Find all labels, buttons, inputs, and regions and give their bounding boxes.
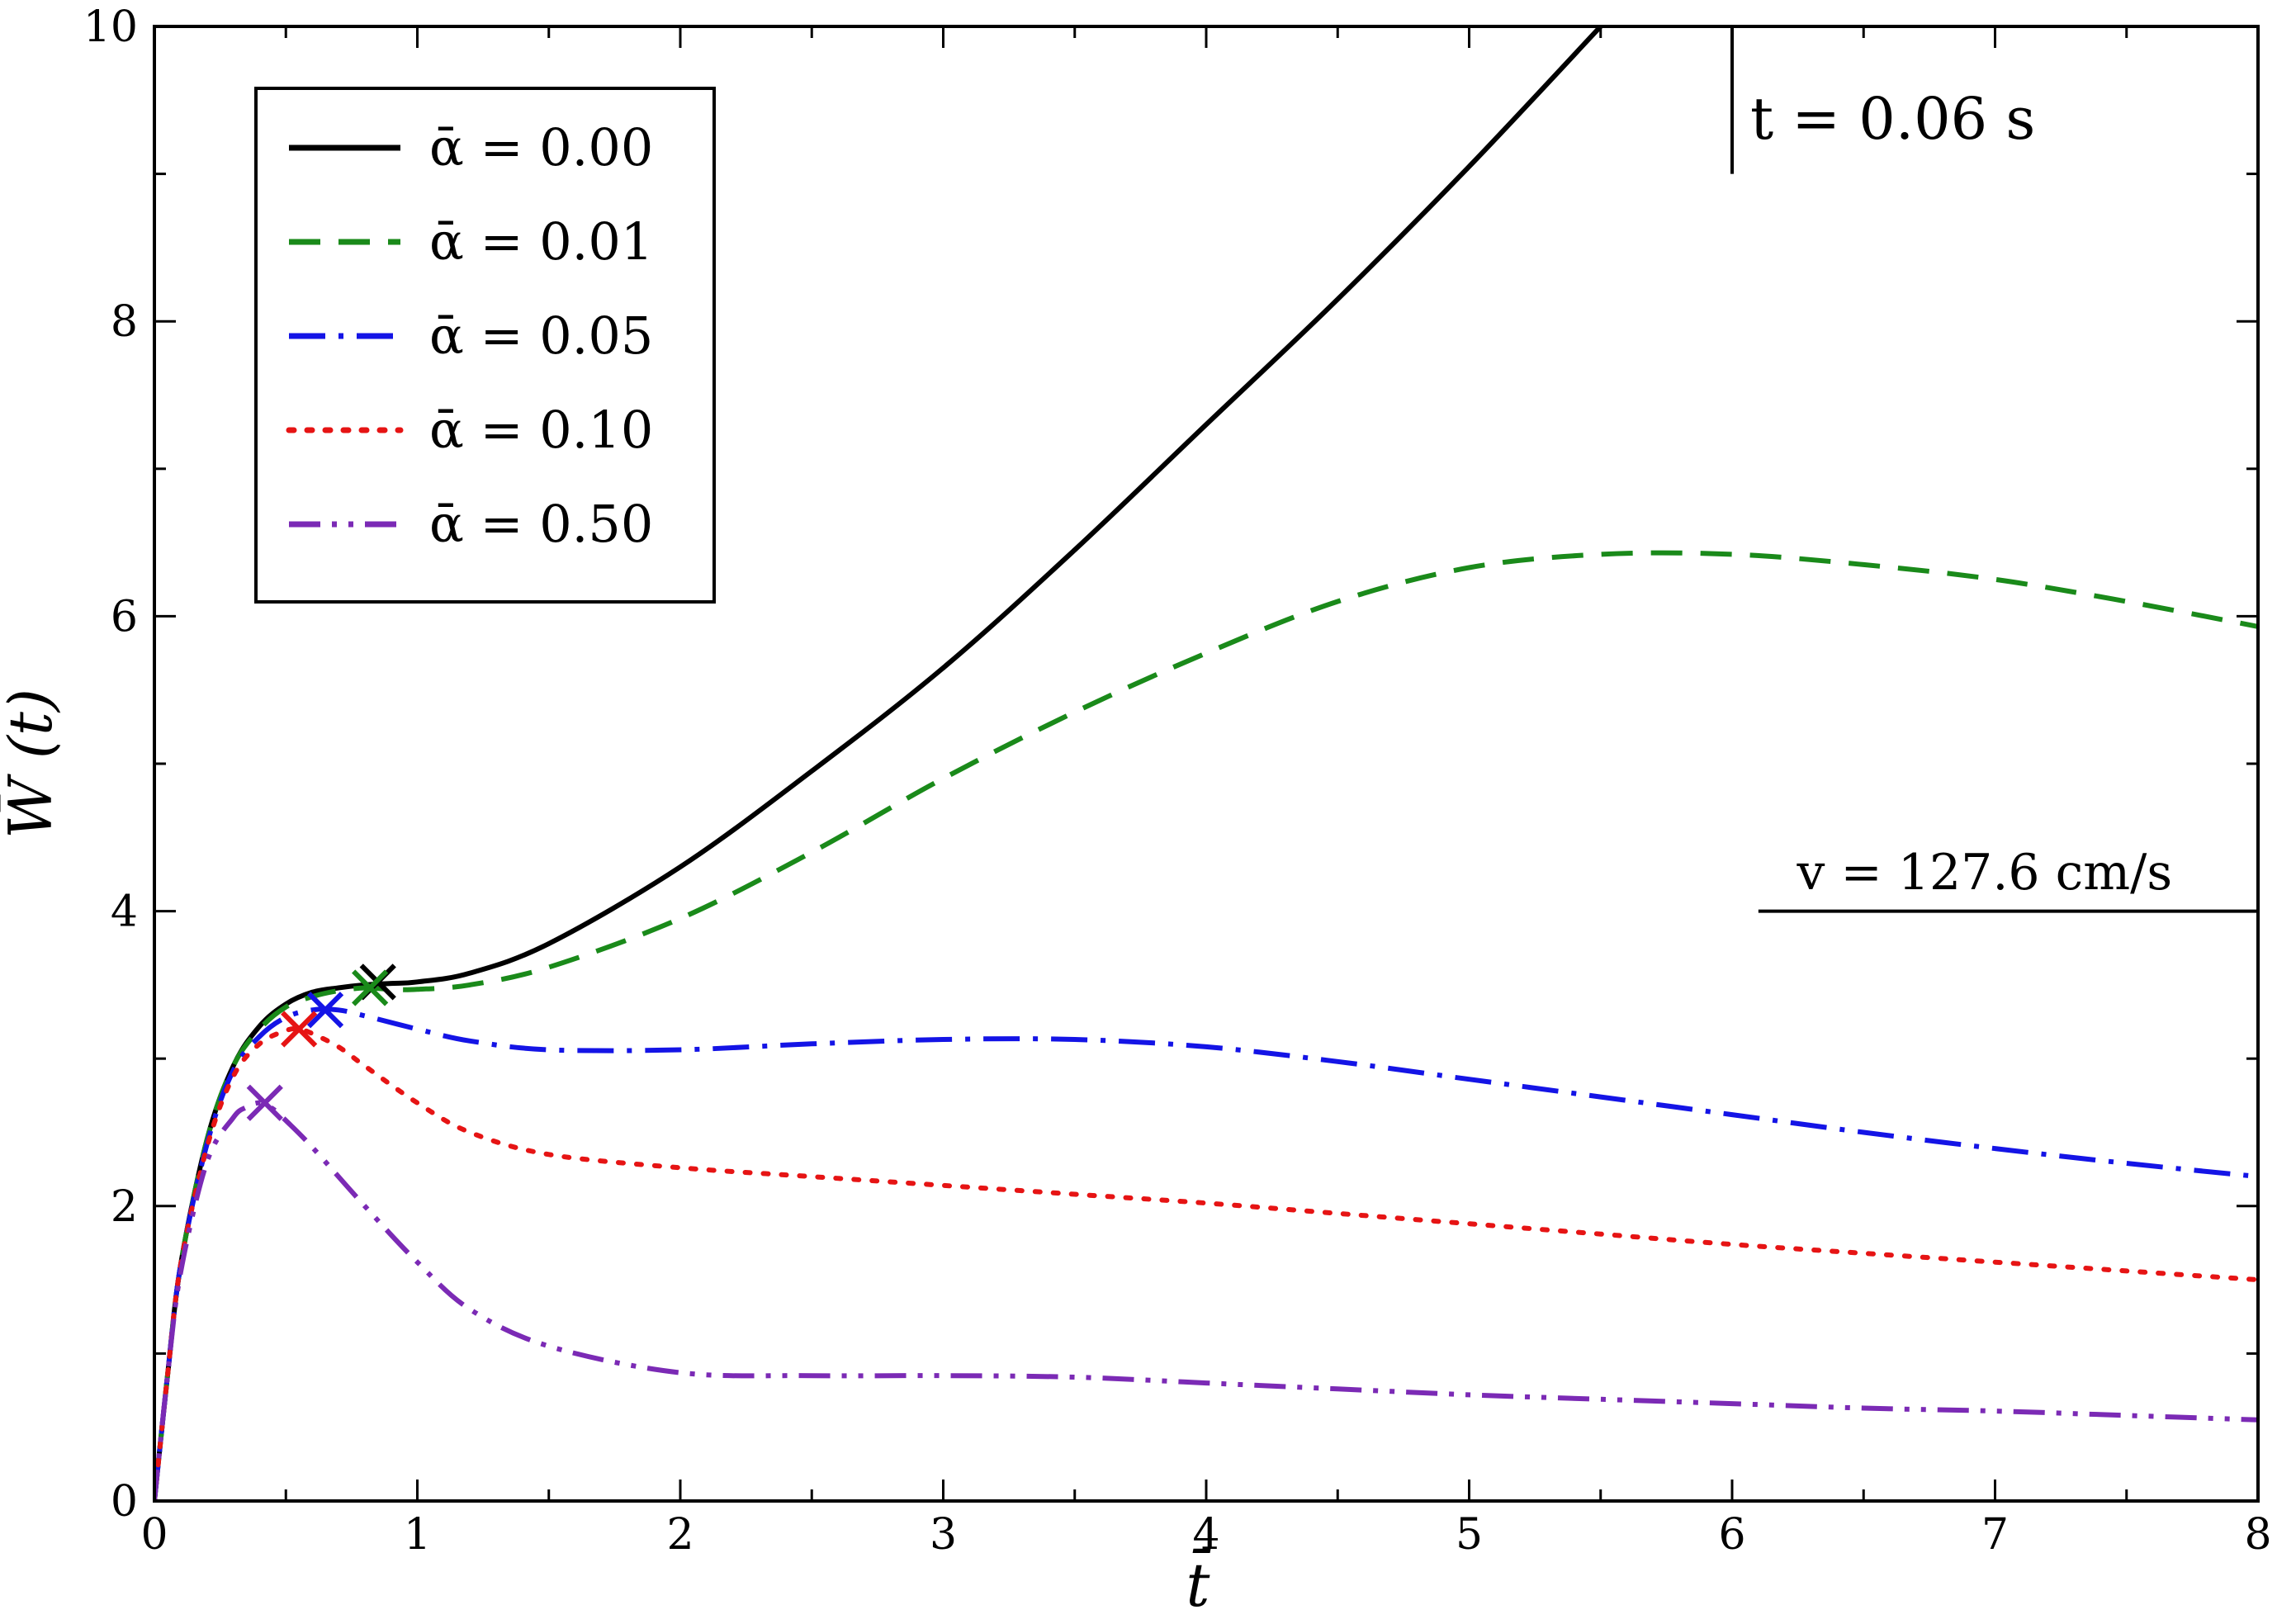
y-tick-label: 6 bbox=[111, 592, 138, 642]
x-tick-label: 8 bbox=[2244, 1510, 2271, 1560]
legend-box bbox=[254, 87, 716, 604]
y-tick-label: 0 bbox=[111, 1477, 138, 1527]
legend-label: ᾱ = 0.01 bbox=[429, 211, 653, 272]
y-axis-label: W̄ (t̄) bbox=[0, 689, 65, 839]
series-line-3 bbox=[154, 1026, 2258, 1501]
y-tick-label: 8 bbox=[111, 297, 138, 347]
x-tick-label: 1 bbox=[404, 1510, 431, 1560]
series-marker-1 bbox=[352, 969, 389, 1006]
annotation-0: t = 0.06 s bbox=[1750, 85, 2035, 153]
axis-tick-labels: 0 1 2 3 4 5 6 7 8 0 2 4 6 8 10 bbox=[83, 2, 2272, 1560]
x-tick-label: 6 bbox=[1718, 1510, 1745, 1560]
legend-label: ᾱ = 0.50 bbox=[429, 494, 653, 554]
x-axis-label: t̄ bbox=[1186, 1547, 1211, 1620]
annotation-1: v = 127.6 cm/s bbox=[1797, 844, 2173, 902]
series-marker-4 bbox=[246, 1084, 283, 1121]
series-layer bbox=[154, 26, 2258, 1501]
x-tick-label: 4 bbox=[1192, 1510, 1219, 1560]
legend-label: ᾱ = 0.00 bbox=[429, 117, 653, 178]
legend-label: ᾱ = 0.05 bbox=[429, 305, 653, 366]
series-line-1 bbox=[154, 550, 2258, 1501]
y-tick-label: 4 bbox=[111, 888, 138, 937]
legend-item: ᾱ = 0.10 bbox=[286, 400, 653, 460]
reference-lines bbox=[1730, 26, 2258, 913]
axis-ticks bbox=[153, 25, 2260, 1503]
legend-item: ᾱ = 0.01 bbox=[289, 211, 653, 272]
legend-label: ᾱ = 0.10 bbox=[429, 400, 653, 460]
annotations: t = 0.06 s v = 127.6 cm/s bbox=[1750, 85, 2172, 902]
legend-item: ᾱ = 0.05 bbox=[289, 305, 653, 366]
x-tick-label: 0 bbox=[140, 1510, 168, 1560]
series-line-4 bbox=[154, 1100, 2258, 1501]
x-tick-label: 7 bbox=[1981, 1510, 2009, 1560]
legend: ᾱ = 0.00 ᾱ = 0.01 ᾱ = 0.05 ᾱ = 0.10 ᾱ = 0.50 bbox=[254, 87, 716, 604]
series-marker-2 bbox=[306, 992, 344, 1029]
x-tick-label: 2 bbox=[666, 1510, 694, 1560]
legend-item: ᾱ = 0.50 bbox=[289, 494, 653, 554]
legend-item: ᾱ = 0.00 bbox=[289, 117, 653, 178]
y-tick-label: 2 bbox=[111, 1182, 138, 1232]
y-tick-label: 10 bbox=[83, 2, 138, 52]
series-line-2 bbox=[154, 1006, 2258, 1501]
series-marker-3 bbox=[281, 1011, 318, 1048]
marker-layer bbox=[246, 964, 396, 1121]
x-tick-label: 5 bbox=[1456, 1510, 1483, 1560]
x-tick-label: 3 bbox=[930, 1510, 957, 1560]
